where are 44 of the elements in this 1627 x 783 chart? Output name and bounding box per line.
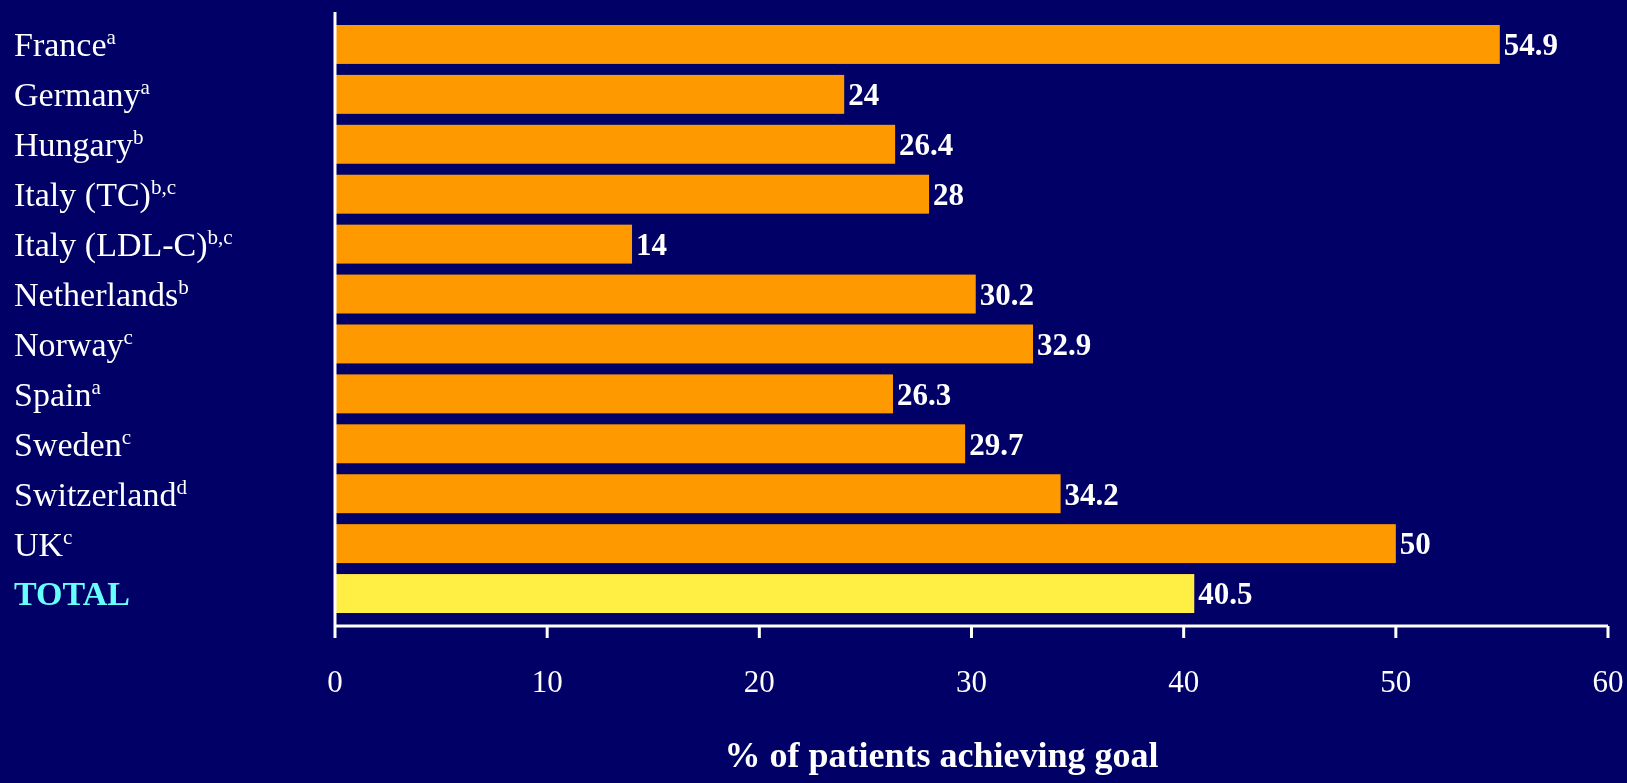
- y-tick-label: Italy (LDL-C)$^{b,c}$: [14, 225, 233, 265]
- y-tick-label: Spain$^{a}$: [14, 374, 102, 413]
- data-label: 50: [1399, 526, 1431, 562]
- bar: [335, 24, 1500, 64]
- x-tick-label: 50: [1380, 664, 1412, 699]
- x-tick-label: 40: [1168, 664, 1200, 699]
- y-tick-label: Switzerland$^{d}$: [14, 474, 188, 513]
- bar: [335, 324, 1034, 364]
- y-tick-label: Netherlands$^{b}$: [14, 274, 189, 313]
- data-label: 30.2: [979, 276, 1034, 312]
- x-tick-label: 30: [956, 664, 987, 699]
- data-label: 14: [636, 226, 668, 262]
- data-label: 40.5: [1198, 576, 1253, 612]
- x-tick-label: 60: [1592, 664, 1624, 699]
- y-tick-label: Italy (TC)$^{b,c}$: [14, 175, 177, 215]
- bar: [335, 274, 976, 314]
- bar: [335, 174, 930, 214]
- y-tick-label: Sweden$^{c}$: [14, 424, 132, 463]
- y-tick-label: Norway$^{c}$: [14, 324, 133, 363]
- bar: [335, 424, 966, 464]
- data-label: 32.9: [1037, 326, 1092, 362]
- bar: [335, 574, 1195, 614]
- x-axis-title: % of patients achieving goal: [724, 735, 1159, 775]
- y-tick-label: UK$^{c}$: [14, 524, 73, 563]
- x-tick-label: 10: [531, 664, 563, 699]
- y-tick-label: Hungary$^{b}$: [14, 125, 144, 164]
- data-label: 34.2: [1064, 476, 1119, 512]
- y-tick-label: Germany$^{a}$: [14, 75, 151, 114]
- bar: [335, 524, 1396, 564]
- bar: [335, 474, 1061, 514]
- data-label: 24: [848, 77, 880, 113]
- y-tick-label: France$^{a}$: [14, 25, 117, 64]
- data-label: 29.7: [969, 426, 1024, 462]
- data-label: 54.9: [1503, 27, 1559, 63]
- bar: [335, 224, 633, 264]
- bar: [335, 74, 845, 114]
- data-label: 26.3: [897, 376, 952, 412]
- bar: [335, 374, 893, 414]
- data-label: 28: [933, 177, 965, 213]
- x-tick-label: 20: [743, 664, 775, 699]
- bar: [335, 124, 896, 164]
- y-tick-label: TOTAL: [14, 575, 130, 613]
- data-label: 26.4: [899, 127, 954, 163]
- x-tick-label: 0: [327, 664, 343, 699]
